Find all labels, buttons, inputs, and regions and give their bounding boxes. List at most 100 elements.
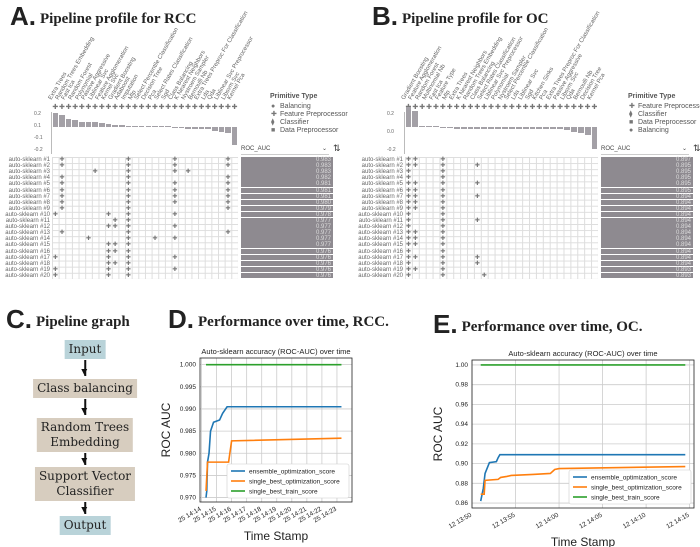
- chevron-down-icon[interactable]: ⌄: [321, 146, 327, 152]
- pipeline-row-label[interactable]: auto-sklearn #12: [5, 224, 50, 231]
- y-axis-label: ROC AUC: [431, 406, 445, 461]
- pipeline-row-label[interactable]: auto-sklearn #12: [358, 224, 403, 231]
- primitive-type-icon: ✚: [550, 104, 557, 111]
- pipeline-row-label[interactable]: auto-sklearn #14: [5, 236, 50, 243]
- pipeline-row-label[interactable]: auto-sklearn #18: [358, 260, 403, 267]
- pipeline-row-label[interactable]: auto-sklearn #17: [5, 254, 50, 261]
- primitive-type-icon: ✚: [211, 104, 218, 111]
- pipeline-row-label[interactable]: auto-sklearn #4: [8, 175, 50, 182]
- primitive-marker: ✚: [172, 181, 178, 188]
- sort-icon[interactable]: ⇅: [693, 143, 700, 153]
- primitive-type-icon: ✚: [132, 104, 138, 111]
- pipeline-row-label[interactable]: auto-sklearn #10: [358, 211, 403, 218]
- importance-bar: [591, 127, 598, 150]
- y-tick-label: 0.96: [455, 401, 468, 408]
- primitive-marker: ✚: [112, 242, 118, 249]
- pipeline-row-label[interactable]: auto-sklearn #3: [361, 169, 403, 176]
- importance-bar: [508, 127, 515, 129]
- chevron-down-icon[interactable]: ⌄: [681, 146, 687, 152]
- pipeline-row-label[interactable]: auto-sklearn #2: [361, 163, 403, 170]
- pipeline-score-bar: 0.981: [241, 193, 333, 199]
- pipeline-row-label[interactable]: auto-sklearn #2: [8, 163, 50, 170]
- primitive-type-icon: ✚: [426, 104, 432, 111]
- pipeline-row-label[interactable]: auto-sklearn #17: [358, 254, 403, 261]
- pipeline-row-label[interactable]: auto-sklearn #11: [5, 218, 50, 224]
- primitive-marker: ✚: [112, 260, 118, 267]
- pipeline-score-bar: 0.983: [241, 169, 333, 175]
- pipeline-row-label[interactable]: auto-sklearn #5: [361, 181, 403, 188]
- pipeline-row-label[interactable]: auto-sklearn #1: [361, 157, 403, 163]
- pipeline-row-label[interactable]: auto-sklearn #13: [358, 230, 403, 237]
- primitive-marker: ✚: [412, 199, 418, 206]
- primitive-type-icon: ✚: [467, 104, 474, 111]
- pipeline-score-bar: 0.894: [601, 236, 693, 242]
- pipeline-score-bar: 0.894: [601, 199, 693, 205]
- pipeline-row-label[interactable]: auto-sklearn #15: [358, 242, 403, 249]
- primitive-type-icon: ✚: [92, 104, 99, 111]
- primitive-marker: ✚: [172, 254, 178, 261]
- metric-label: ROC_AUC: [241, 146, 271, 152]
- pipeline-row-label[interactable]: auto-sklearn #6: [361, 187, 403, 194]
- pipeline-row-label[interactable]: auto-sklearn #7: [361, 193, 403, 200]
- pipeline-row-label[interactable]: auto-sklearn #9: [8, 205, 50, 212]
- pipeline-score-bar: 0.976: [241, 272, 333, 279]
- primitive-type-icon: ✚: [218, 104, 225, 111]
- y-tick-label: 0.90: [455, 461, 468, 468]
- pipeline-row-label[interactable]: auto-sklearn #1: [8, 157, 50, 163]
- pipeline-score-bar: 0.977: [241, 230, 333, 236]
- pipeline-row-label[interactable]: auto-sklearn #8: [8, 199, 50, 206]
- plot-frame: [471, 359, 695, 509]
- importance-bar: [460, 127, 467, 129]
- legend-item: ensemble_optimization_score: [249, 469, 335, 476]
- sort-icon[interactable]: ⇅: [333, 143, 341, 153]
- primitive-marker: ✚: [405, 205, 411, 212]
- primitive-type-icon: ✚: [570, 104, 577, 111]
- primitive-marker: ✚: [52, 266, 58, 273]
- pipeline-row-label[interactable]: auto-sklearn #6: [8, 187, 50, 194]
- pipeline-row-label[interactable]: auto-sklearn #18: [5, 260, 50, 267]
- primitive-marker: ✚: [225, 193, 231, 200]
- pipeline-row-label[interactable]: auto-sklearn #7: [8, 193, 50, 200]
- primitive-marker: ✚: [125, 254, 131, 261]
- importance-bar: [412, 111, 419, 127]
- pipeline-row-label[interactable]: auto-sklearn #20: [5, 272, 50, 279]
- primitive-marker: ✚: [59, 181, 65, 188]
- primitive-marker: ✚: [440, 254, 446, 261]
- metric-select[interactable]: ROC_AUC ⌄: [601, 145, 689, 155]
- pipeline-row-label[interactable]: auto-sklearn #16: [5, 248, 50, 255]
- primitive-marker: ✚: [52, 211, 58, 218]
- pipeline-row-label[interactable]: auto-sklearn #19: [358, 266, 403, 273]
- primitive-marker: ✚: [405, 230, 411, 237]
- pipeline-score-bar: 0.977: [241, 224, 333, 230]
- pipeline-row-label[interactable]: auto-sklearn #8: [361, 199, 403, 206]
- pipeline-row-label[interactable]: auto-sklearn #14: [358, 236, 403, 243]
- legend-title: Primitive Type: [628, 93, 676, 100]
- primitive-type-icon: ✚: [433, 104, 439, 111]
- legend-item: ensemble_optimization_score: [591, 475, 677, 482]
- primitive-marker: ✚: [412, 254, 418, 261]
- y-tick-label: 0.92: [455, 441, 468, 448]
- chart-title: Auto-sklearn accuracy (ROC-AUC) over tim…: [201, 347, 350, 356]
- y-tick-label: 0.94: [455, 421, 468, 428]
- pipeline-row-label[interactable]: auto-sklearn #11: [358, 218, 403, 224]
- importance-bar: [105, 123, 112, 127]
- panel-b-title: B. Pipeline profile for OC: [372, 1, 549, 31]
- pipeline-row-label[interactable]: auto-sklearn #15: [5, 242, 50, 249]
- primitive-marker: ✚: [59, 205, 65, 212]
- metric-select[interactable]: ROC_AUC ⌄: [241, 145, 329, 155]
- importance-bar: [495, 127, 501, 129]
- pipeline-row-label[interactable]: auto-sklearn #13: [5, 230, 50, 237]
- pipeline-row-label[interactable]: auto-sklearn #5: [8, 181, 50, 188]
- pipeline-row-label[interactable]: auto-sklearn #20: [358, 272, 403, 279]
- pipeline-row-label[interactable]: auto-sklearn #19: [5, 266, 50, 273]
- pipeline-row-label[interactable]: auto-sklearn #4: [361, 175, 403, 182]
- importance-bar: [172, 127, 178, 128]
- primitive-marker: ✚: [125, 272, 131, 279]
- pipeline-row-label[interactable]: auto-sklearn #9: [361, 205, 403, 212]
- pipeline-row-label[interactable]: auto-sklearn #16: [358, 248, 403, 255]
- pipeline-row-label[interactable]: auto-sklearn #3: [8, 169, 50, 176]
- importance-bar: [231, 127, 238, 145]
- importance-tick: 0.2: [34, 111, 41, 117]
- pipeline-row-label[interactable]: auto-sklearn #10: [5, 211, 50, 218]
- primitive-marker: ✚: [405, 224, 411, 231]
